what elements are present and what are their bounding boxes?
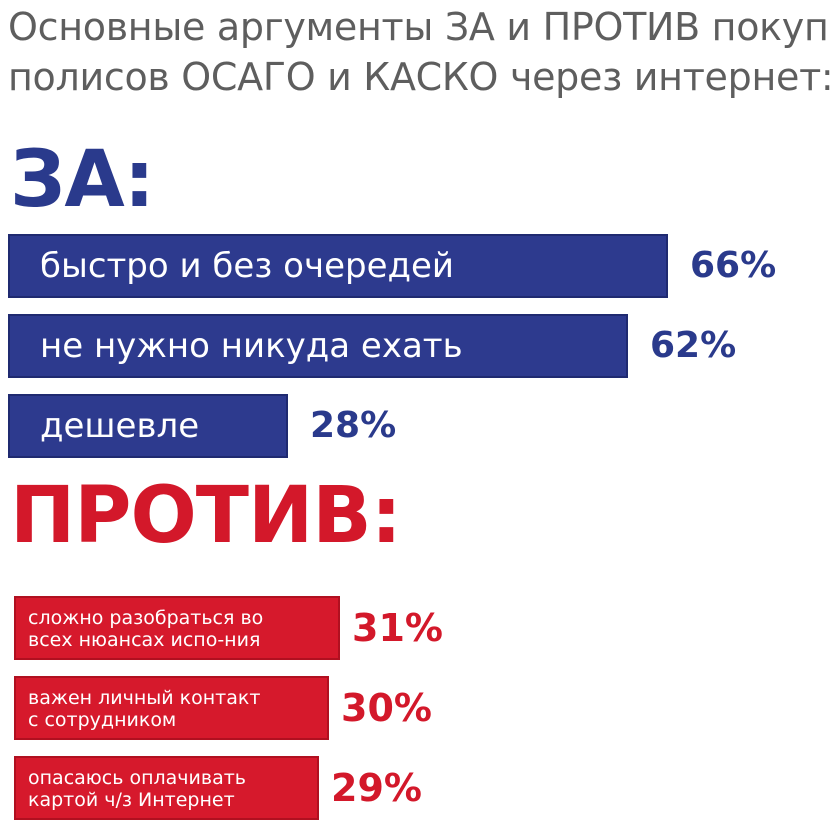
against-bar-label-line: опасаюсь оплачивать xyxy=(28,767,246,789)
against-bar-complex: сложно разобраться во всех нюансах испо-… xyxy=(14,596,340,660)
for-bar-no-travel: не нужно никуда ехать xyxy=(8,314,628,378)
against-bar-label-line: важен личный контакт xyxy=(28,687,261,709)
for-value-label: 66% xyxy=(690,245,777,286)
section-heading-for: ЗА: xyxy=(10,135,155,225)
title-line-2: полисов ОСАГО и КАСКО через интернет: xyxy=(8,55,834,99)
for-bar-label: быстро и без очередей xyxy=(40,246,455,286)
for-bar-label: не нужно никуда ехать xyxy=(40,326,463,366)
against-value-label: 29% xyxy=(331,766,422,810)
for-bar-cheaper: дешевле xyxy=(8,394,288,458)
against-bar-personal-contact: важен личный контакт с сотрудником xyxy=(14,676,329,740)
against-bar-label-line: с сотрудником xyxy=(28,709,177,731)
title-line-1: Основные аргументы ЗА и ПРОТИВ покуп xyxy=(8,5,829,49)
for-bar-label: дешевле xyxy=(40,406,200,446)
for-value-label: 62% xyxy=(650,325,737,366)
for-bar-fast: быстро и без очередей xyxy=(8,234,668,298)
for-value-label: 28% xyxy=(310,405,397,446)
against-value-label: 30% xyxy=(341,686,432,730)
section-heading-against: ПРОТИВ: xyxy=(10,471,402,561)
against-value-label: 31% xyxy=(352,606,443,650)
against-bar-label-line: сложно разобраться во xyxy=(28,607,264,629)
against-bar-label-line: картой ч/з Интернет xyxy=(28,789,235,811)
against-bar-card-payment: опасаюсь оплачивать картой ч/з Интернет xyxy=(14,756,319,820)
against-bar-label-line: всех нюансах испо-ния xyxy=(28,629,261,651)
